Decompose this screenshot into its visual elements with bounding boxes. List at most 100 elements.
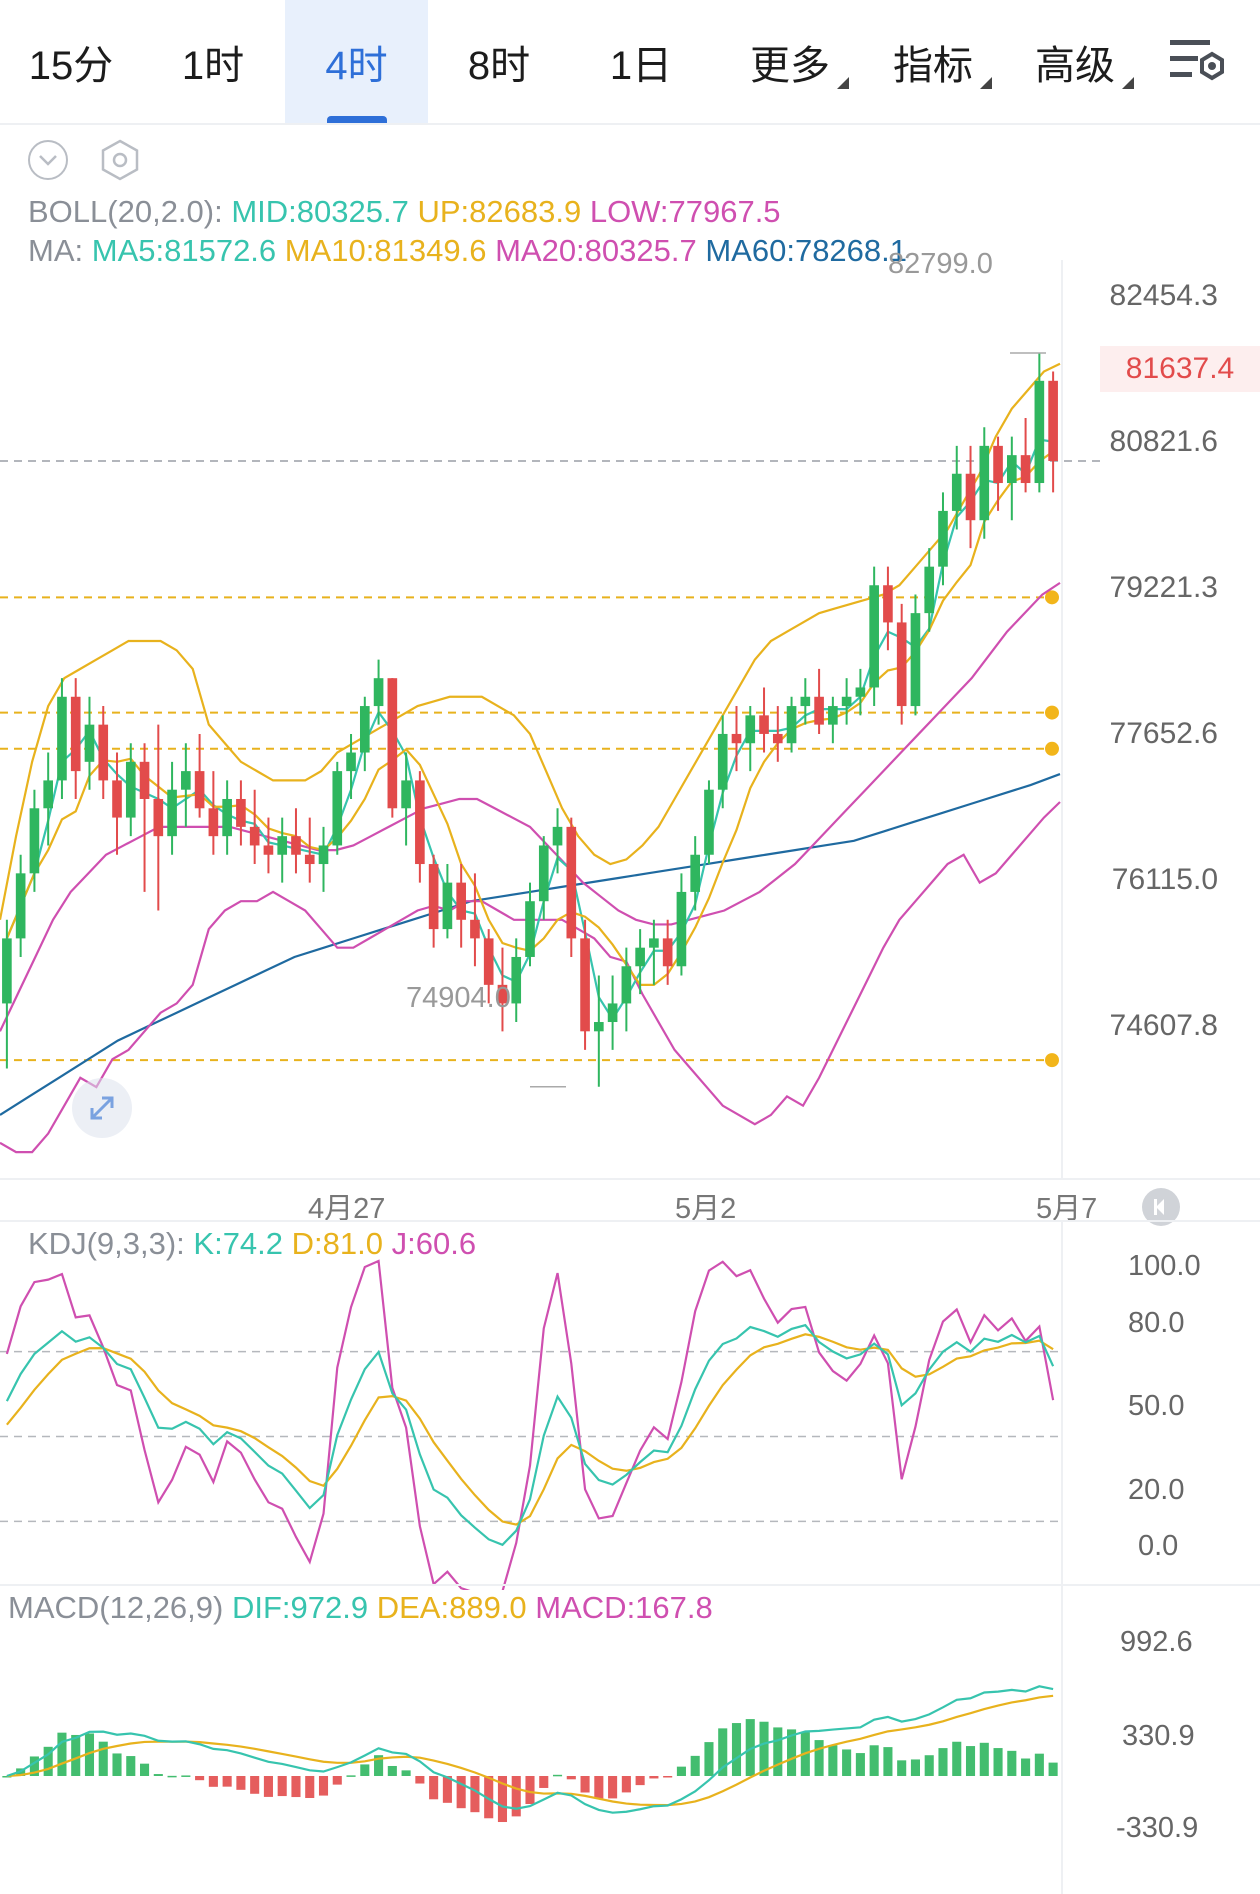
macd-dif-value: DIF:972.9	[231, 1590, 369, 1625]
indicator-settings-icon[interactable]	[98, 138, 142, 182]
macd-axis-label: 330.9	[1122, 1720, 1195, 1752]
macd-histogram-bar	[1048, 1762, 1058, 1776]
price-alert-marker	[1045, 590, 1059, 605]
macd-histogram-bar	[594, 1776, 604, 1799]
candle-body	[84, 724, 95, 762]
macd-histogram-bar	[759, 1721, 769, 1776]
macd-histogram-bar	[29, 1756, 39, 1776]
macd-histogram-bar	[635, 1776, 645, 1786]
candle-body	[828, 706, 838, 725]
dropdown-triangle-icon	[980, 77, 992, 89]
candle-body	[15, 873, 26, 939]
candle-body	[841, 696, 852, 707]
high-price-label: 82799.0	[888, 248, 993, 280]
candle-body	[277, 836, 288, 855]
macd-histogram-bar	[952, 1741, 962, 1776]
candle-body	[759, 715, 769, 734]
macd-histogram-bar	[346, 1775, 356, 1777]
price-axis-label: 77652.6	[1109, 717, 1218, 750]
ma5-value: MA5:81572.6	[91, 233, 277, 268]
tab-indicators-dropdown[interactable]: 指标	[878, 0, 992, 123]
collapse-indicator-button[interactable]	[28, 140, 68, 180]
fullscreen-expand-icon[interactable]	[72, 1078, 132, 1138]
tab-label: 1时	[181, 43, 245, 88]
candle-body	[979, 445, 990, 521]
candle-body	[125, 761, 136, 818]
boll-prefix: BOLL(20,2.0):	[28, 194, 223, 229]
candle-body	[1048, 380, 1058, 461]
macd-histogram-bar	[938, 1748, 948, 1776]
macd-histogram-bar	[979, 1742, 989, 1776]
macd-histogram-bar	[1021, 1758, 1031, 1776]
macd-histogram-bar	[332, 1776, 342, 1785]
candle-body	[456, 882, 466, 920]
kdj-chart[interactable]	[0, 1220, 1260, 1590]
macd-histogram-bar	[539, 1776, 549, 1788]
macd-histogram-bar	[718, 1728, 728, 1776]
boll-low-value: LOW:77967.5	[589, 194, 781, 229]
candle-body	[965, 473, 976, 521]
price-alert-marker	[1045, 705, 1059, 720]
candle-body	[497, 984, 508, 1004]
price-alert-marker	[1045, 741, 1059, 756]
macd-histogram-bar	[415, 1776, 425, 1784]
tab-8h[interactable]: 8时	[428, 0, 570, 123]
candle-body	[70, 696, 81, 772]
macd-histogram-bar	[663, 1776, 673, 1778]
candle-body	[552, 826, 563, 846]
candle-body	[772, 733, 783, 744]
ma60-value: MA60:78268.1	[705, 233, 908, 268]
candle-body	[263, 845, 274, 855]
tab-label: 更多	[750, 43, 830, 88]
candle-body	[346, 752, 356, 772]
macd-histogram-bar	[291, 1776, 301, 1798]
candle-body	[1020, 455, 1031, 484]
macd-axis-label: -330.9	[1116, 1812, 1199, 1844]
kdj-axis-label: 50.0	[1128, 1390, 1185, 1422]
macd-histogram-bar	[429, 1776, 439, 1800]
candle-body	[428, 864, 439, 930]
tab-1d[interactable]: 1日	[570, 0, 712, 123]
macd-histogram-bar	[621, 1776, 631, 1793]
macd-histogram-bar	[497, 1776, 508, 1823]
macd-chart[interactable]	[0, 1584, 1260, 1894]
candle-body	[167, 789, 177, 837]
chart-settings-icon[interactable]	[1168, 34, 1228, 90]
rewind-icon[interactable]	[1142, 1188, 1180, 1226]
tab-1h[interactable]: 1时	[142, 0, 284, 123]
candlestick-chart[interactable]	[0, 260, 1260, 1180]
macd-histogram-bar	[71, 1734, 81, 1776]
candle-body	[1007, 455, 1017, 484]
tab-label: 高级	[1035, 43, 1115, 88]
tab-15min[interactable]: 15分	[0, 0, 142, 123]
candle-body	[304, 854, 315, 865]
macd-histogram-bar	[470, 1776, 480, 1813]
candle-body	[883, 585, 893, 623]
price-axis-label: 82454.3	[1109, 279, 1218, 312]
macd-histogram-bar	[608, 1776, 618, 1799]
tab-label: 指标	[893, 43, 973, 88]
current-price-badge: 81637.4	[1100, 346, 1260, 392]
boll-mid-value: MID:80325.7	[231, 194, 409, 229]
boll-up-value: UP:82683.9	[417, 194, 582, 229]
tab-4h[interactable]: 4时	[285, 0, 428, 123]
candle-body	[690, 854, 701, 892]
candle-body	[910, 613, 921, 707]
macd-histogram-bar	[580, 1776, 590, 1793]
macd-histogram-bar	[869, 1745, 879, 1776]
kdj-prefix: KDJ(9,3,3):	[28, 1226, 185, 1261]
kdj-axis-label: 100.0	[1128, 1250, 1201, 1282]
candle-body	[401, 780, 411, 809]
candle-body	[318, 845, 329, 865]
candle-body	[594, 1022, 604, 1032]
tab-advanced-dropdown[interactable]: 高级	[1020, 0, 1134, 123]
macd-histogram-bar	[676, 1766, 686, 1776]
tab-more-dropdown[interactable]: 更多	[735, 0, 849, 123]
candle-body	[112, 780, 122, 818]
price-axis-label: 79221.3	[1109, 571, 1218, 604]
macd-histogram-bar	[855, 1753, 865, 1776]
candle-body	[511, 956, 522, 1004]
macd-histogram-bar	[112, 1753, 122, 1776]
candle-body	[153, 798, 164, 837]
boll-legend: BOLL(20,2.0): MID:80325.7 UP:82683.9 LOW…	[28, 194, 781, 230]
